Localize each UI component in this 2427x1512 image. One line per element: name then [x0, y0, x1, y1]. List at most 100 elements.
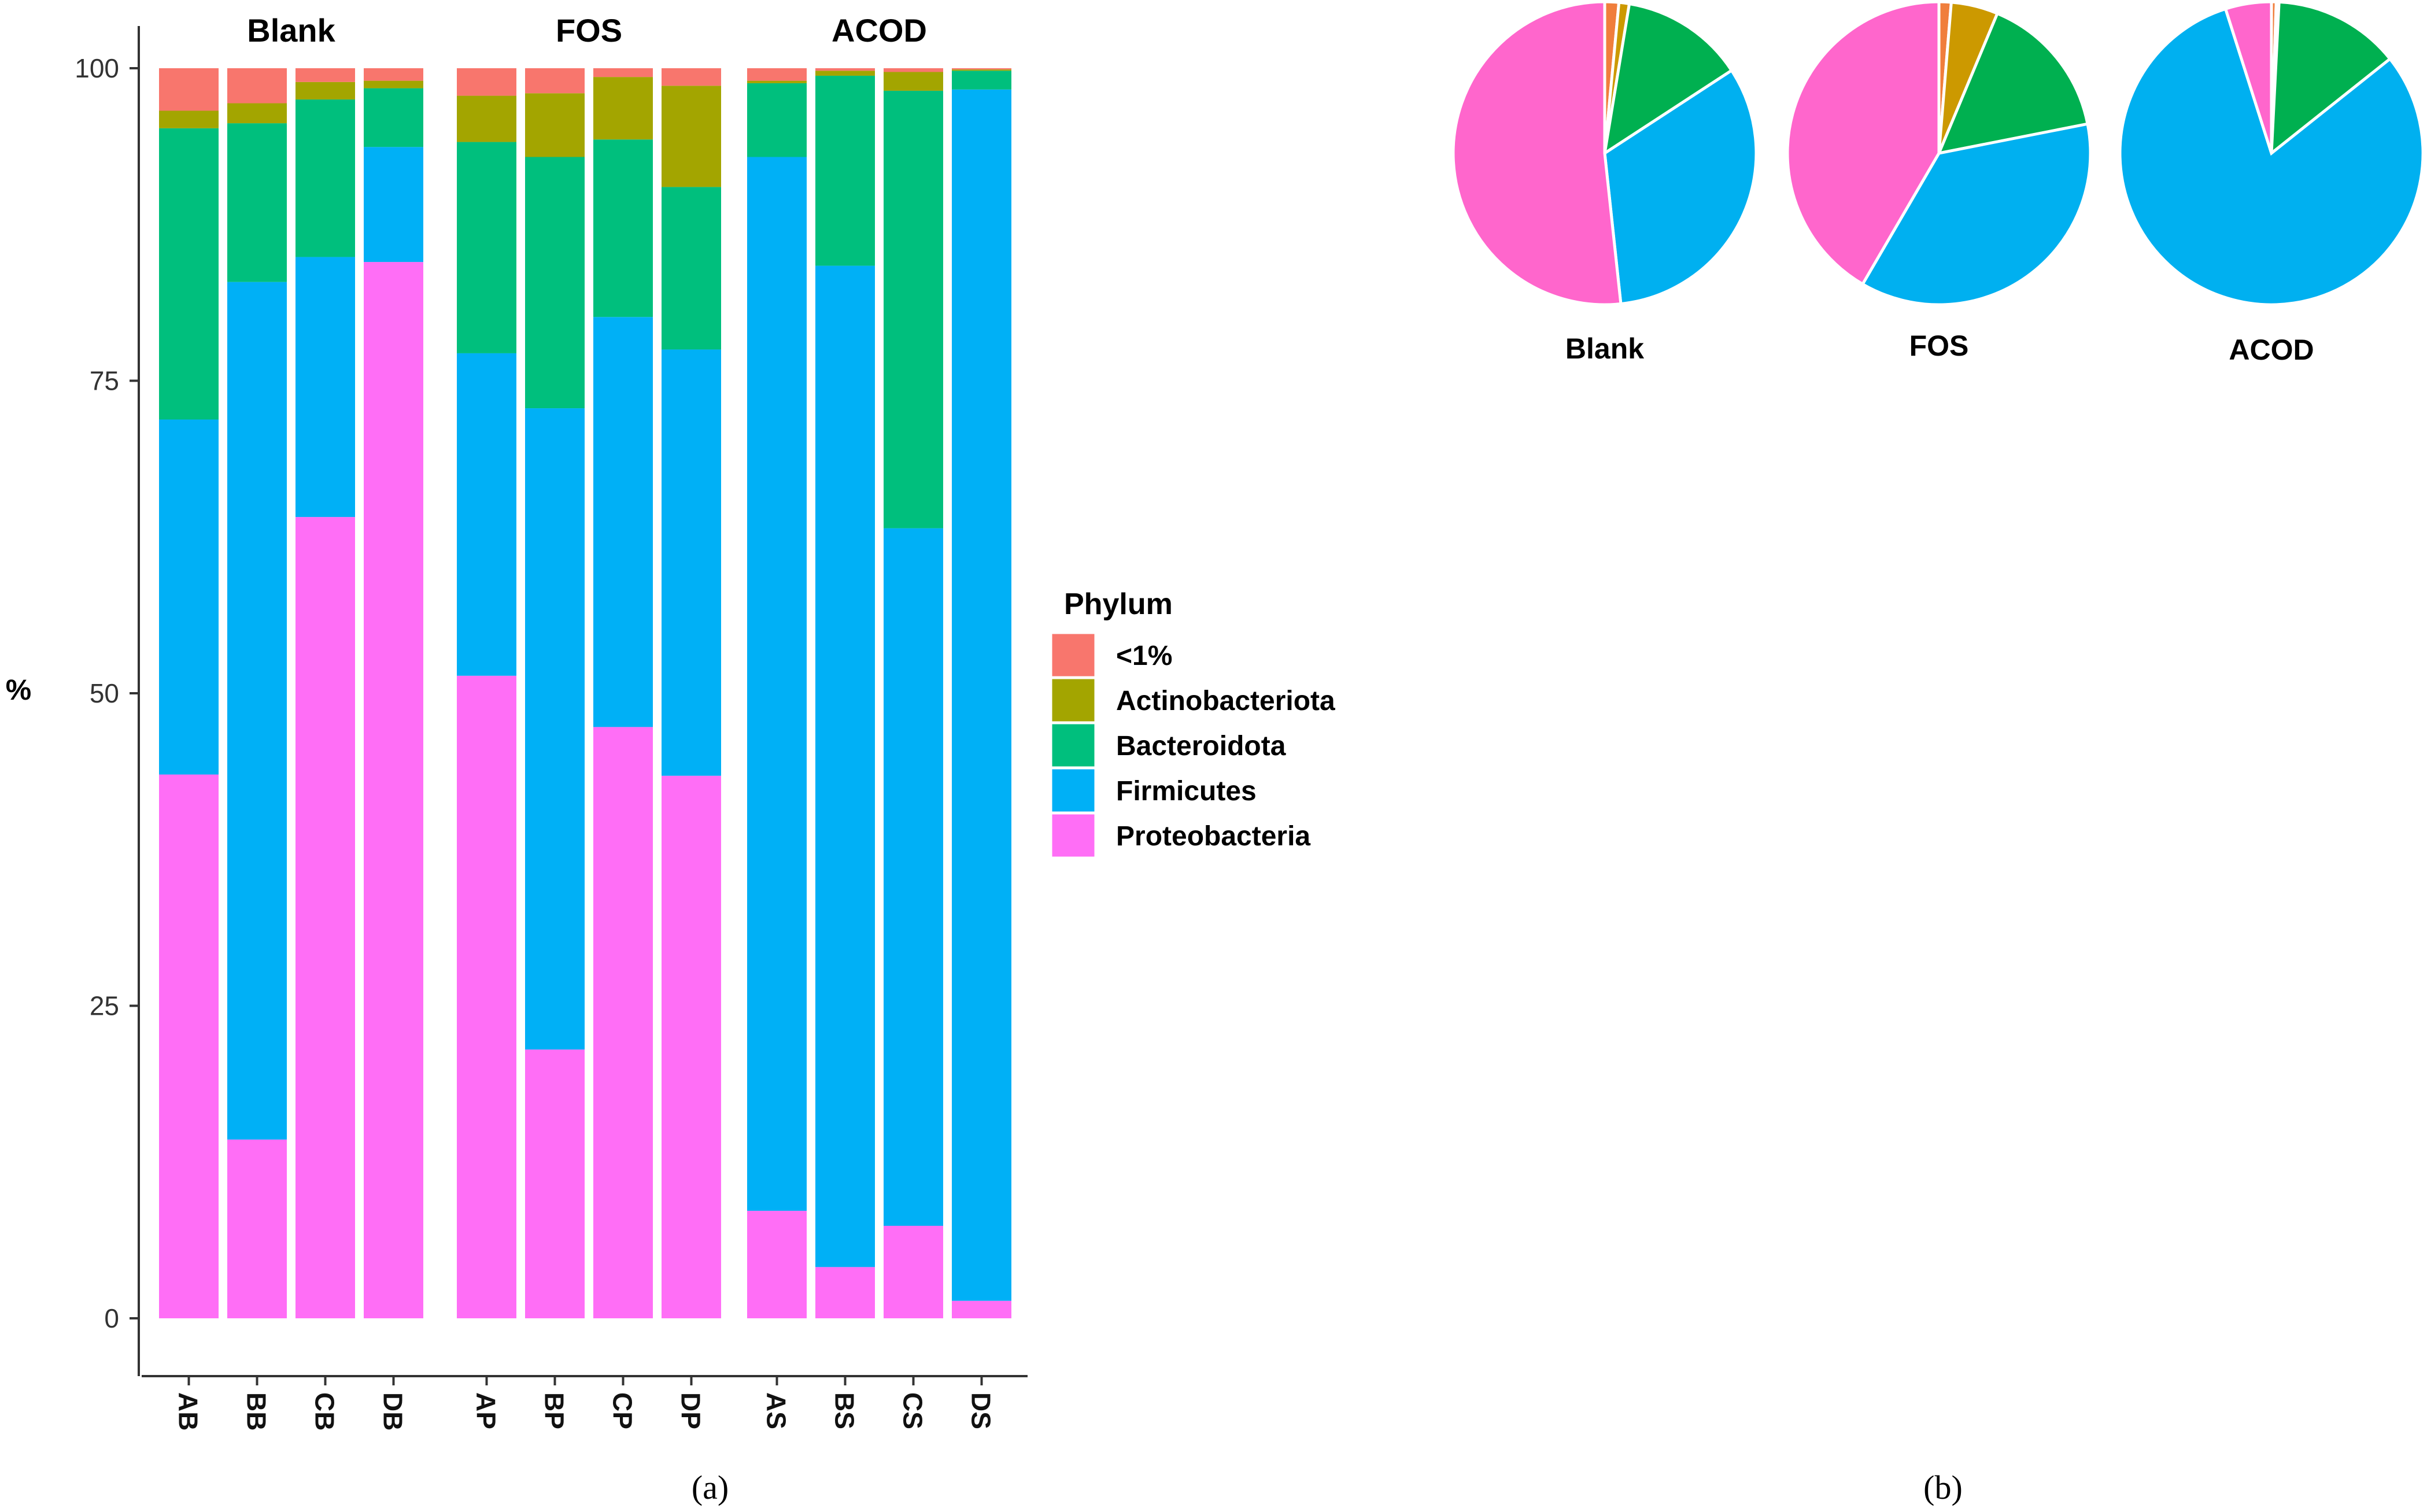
bar-segment-dp-firmicutes: [662, 349, 721, 776]
legend-label-actinobacteriota: Actinobacteriota: [1116, 686, 1335, 716]
pie-blank: Blank: [1451, 0, 1758, 365]
legend-label-proteobacteria: Proteobacteria: [1116, 821, 1310, 852]
bar-segment-cb-actinobacteriota: [295, 82, 355, 100]
bar-segment-ab-lt1pct: [159, 68, 219, 111]
x-tick-label-as: AS: [762, 1392, 792, 1429]
y-tick-label: 100: [75, 53, 119, 83]
legend-swatch-actinobacteriota: [1050, 677, 1096, 723]
bar-segment-cs-proteobacteria: [884, 1226, 943, 1318]
bar-segment-cs-firmicutes: [884, 528, 943, 1226]
pie-acod: ACOD: [2118, 0, 2425, 366]
bar-segment-cs-actinobacteriota: [884, 72, 943, 91]
bar-segment-cb-proteobacteria: [295, 517, 355, 1319]
bar-segment-ds-bacteroidota: [952, 71, 1011, 90]
bar-segment-cb-bacteroidota: [295, 99, 355, 257]
y-axis: 0 25 50 75 100: [75, 26, 140, 1376]
bar-segment-db-lt1pct: [364, 68, 423, 81]
pie-slice-blank-proteobacteria: [1451, 0, 1623, 306]
x-tick-label-ap: AP: [471, 1392, 501, 1429]
facet-title-acod: ACOD: [832, 12, 927, 49]
bar-segment-cp-proteobacteria: [593, 727, 653, 1318]
bar-segment-db-bacteroidota: [364, 88, 423, 147]
x-tick-label-dp: DP: [676, 1392, 706, 1429]
pie-slice-acod-proteobacteria: [2223, 0, 2273, 154]
x-tick-label-ab: AB: [173, 1392, 204, 1430]
pie-fos: FOS: [1786, 0, 2092, 362]
pie-slice-fos-bacteroidota: [1936, 11, 2089, 156]
pie-charts: Blank FOS ACOD (b): [1451, 0, 2425, 1506]
bar-segment-bs-bacteroidota: [815, 75, 875, 266]
pie-slice-fos-proteobacteria: [1786, 0, 1941, 286]
y-tick-label: 25: [90, 991, 119, 1021]
legend-swatch-firmicutes: [1050, 767, 1096, 814]
bar-segment-cp-firmicutes: [593, 317, 653, 727]
bar-segment-bs-actinobacteriota: [815, 71, 875, 76]
legend-swatch-proteobacteria: [1050, 812, 1096, 859]
legend-label-lt1pct: <1%: [1116, 641, 1172, 671]
bar-segment-ap-lt1pct: [457, 68, 516, 96]
x-tick-label-ds: DS: [966, 1392, 996, 1429]
panel-b-label: (b): [1923, 1469, 1963, 1506]
bar-segment-dp-proteobacteria: [662, 775, 721, 1318]
bar-segment-db-proteobacteria: [364, 262, 423, 1318]
bars-layer: [159, 68, 1011, 1319]
legend-swatch-lt1pct: [1050, 632, 1096, 678]
x-tick-label-bb: BB: [242, 1392, 272, 1430]
bar-segment-cp-lt1pct: [593, 68, 653, 77]
bar-segment-cs-lt1pct: [884, 68, 943, 72]
pie-slice-blank-bacteroidota: [1602, 2, 1734, 157]
bar-segment-bs-proteobacteria: [815, 1267, 875, 1318]
x-tick-label-bp: BP: [540, 1392, 570, 1429]
x-axis-ticks: AB BB CB DB AP BP CP DP AS BS CS DS: [142, 1375, 1028, 1430]
bar-segment-ap-actinobacteriota: [457, 95, 516, 142]
pies-layer: Blank FOS ACOD: [1451, 0, 2425, 366]
x-tick-label-cs: CS: [898, 1392, 928, 1429]
bar-segment-bb-lt1pct: [227, 68, 287, 103]
legend-items: <1% Actinobacteriota Bacteroidota Firmicute…: [1050, 632, 1335, 859]
bar-segment-cp-bacteroidota: [593, 139, 653, 317]
x-tick-label-cb: CB: [310, 1392, 340, 1430]
bar-segment-dp-actinobacteriota: [662, 86, 721, 187]
facet-title-fos: FOS: [556, 12, 622, 49]
y-axis-label: %: [6, 674, 31, 706]
bar-segment-bb-bacteroidota: [227, 123, 287, 282]
facet-strips: Blank FOS ACOD: [247, 12, 927, 49]
bar-segment-ds-lt1pct: [952, 68, 1011, 70]
x-tick-label-cp: CP: [608, 1392, 638, 1429]
legend-swatch-bacteroidota: [1050, 722, 1096, 768]
pie-title-acod: ACOD: [2229, 334, 2314, 366]
pie-slice-blank-firmicutes: [1603, 68, 1758, 306]
bar-segment-ap-proteobacteria: [457, 675, 516, 1318]
y-tick-label: 50: [90, 678, 119, 708]
bar-segment-ab-proteobacteria: [159, 774, 219, 1318]
bar-segment-bp-lt1pct: [525, 68, 585, 94]
bar-segment-cb-lt1pct: [295, 68, 355, 82]
bar-segment-cs-bacteroidota: [884, 90, 943, 528]
x-tick-label-db: DB: [378, 1392, 408, 1430]
bar-segment-bs-lt1pct: [815, 68, 875, 71]
bar-segment-ab-bacteroidota: [159, 128, 219, 420]
panel-a-label: (a): [692, 1469, 729, 1506]
bar-segment-dp-lt1pct: [662, 68, 721, 86]
bar-segment-db-firmicutes: [364, 147, 423, 263]
bar-segment-bs-firmicutes: [815, 265, 875, 1267]
bar-segment-as-actinobacteriota: [747, 80, 807, 83]
pie-slice-acod-bacteroidota: [2270, 0, 2392, 157]
bar-segment-db-actinobacteriota: [364, 80, 423, 88]
bar-segment-ds-proteobacteria: [952, 1300, 1011, 1318]
pie-title-fos: FOS: [1909, 330, 1969, 362]
bar-segment-bb-firmicutes: [227, 282, 287, 1140]
bar-segment-ap-firmicutes: [457, 353, 516, 676]
bar-segment-ab-firmicutes: [159, 419, 219, 775]
bar-segment-bb-proteobacteria: [227, 1139, 287, 1318]
bar-segment-cp-actinobacteriota: [593, 77, 653, 140]
pie-slice-acod-firmicutes: [2118, 7, 2425, 306]
y-tick-label: 0: [104, 1303, 119, 1333]
bar-segment-bp-proteobacteria: [525, 1049, 585, 1318]
legend-label-firmicutes: Firmicutes: [1116, 776, 1257, 807]
facet-title-blank: Blank: [247, 12, 335, 49]
bar-segment-ab-actinobacteriota: [159, 110, 219, 128]
legend: Phylum <1% Actinobacteriota Bacteroidota Fi…: [1050, 587, 1335, 859]
pie-slice-fos-firmicutes: [1860, 122, 2092, 306]
